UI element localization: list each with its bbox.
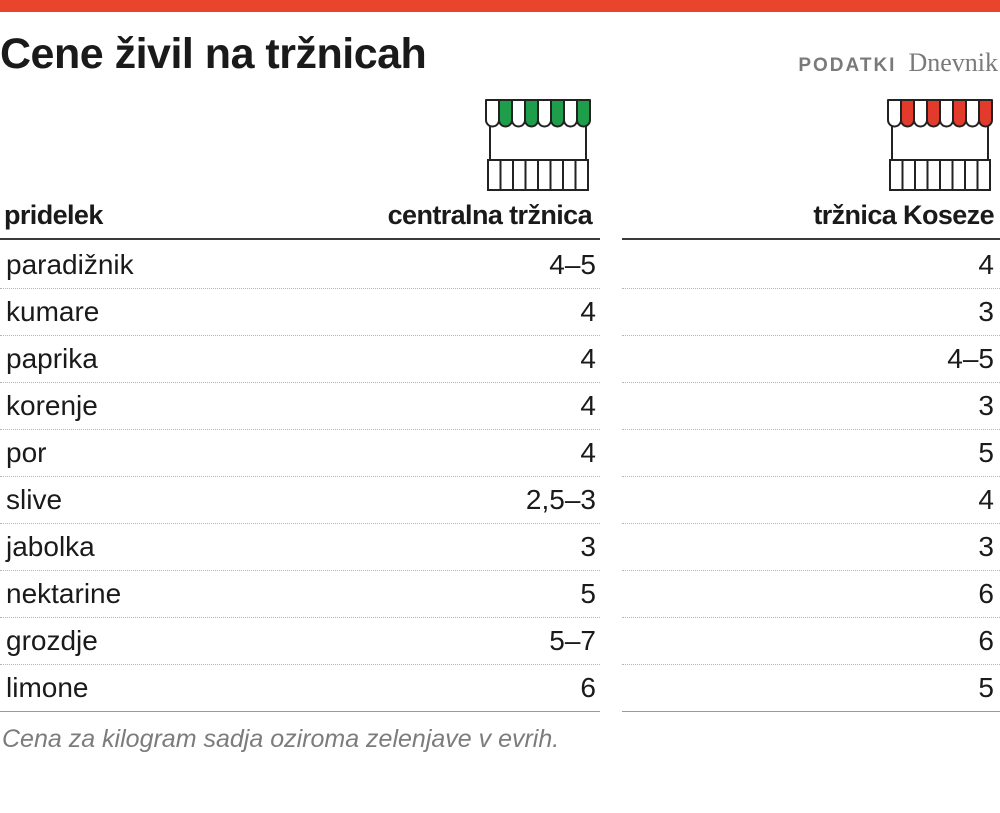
source-brand: Dnevnik xyxy=(908,48,998,77)
column-header-crop: pridelek xyxy=(4,200,103,230)
cell-crop: paradižnik xyxy=(6,249,134,280)
cell-price-koseze: 4 xyxy=(978,484,994,515)
table-row: kumare 4 3 xyxy=(0,289,1000,336)
cell-price-koseze: 4 xyxy=(978,249,994,280)
cell-price-central: 5 xyxy=(580,578,596,609)
row-divider xyxy=(0,382,600,383)
top-accent-bar xyxy=(0,0,1000,12)
cell-crop: grozdje xyxy=(6,625,98,656)
cell-crop: korenje xyxy=(6,390,98,421)
row-divider xyxy=(0,617,600,618)
table-row: slive 2,5–3 4 xyxy=(0,477,1000,524)
cell-price-koseze: 3 xyxy=(978,296,994,327)
table-row: jabolka 3 3 xyxy=(0,524,1000,571)
table-row: korenje 4 3 xyxy=(0,383,1000,430)
cell-crop: por xyxy=(6,437,47,468)
row-divider xyxy=(0,288,600,289)
cell-price-koseze: 6 xyxy=(978,578,994,609)
cell-crop: paprika xyxy=(6,343,98,374)
source-credit: PODATKI Dnevnik xyxy=(798,48,998,78)
table-row: por 4 5 xyxy=(0,430,1000,477)
cell-price-central: 4–5 xyxy=(549,249,596,280)
cell-price-koseze: 4–5 xyxy=(947,343,994,374)
cell-price-central: 4 xyxy=(580,343,596,374)
cell-crop: jabolka xyxy=(6,531,95,562)
cell-price-koseze: 3 xyxy=(978,390,994,421)
cell-crop: slive xyxy=(6,484,63,515)
row-divider xyxy=(0,570,600,571)
table-row: paradižnik 4–5 4 xyxy=(0,242,1000,289)
cell-price-koseze: 3 xyxy=(978,531,994,562)
row-divider xyxy=(622,617,1000,618)
cell-price-koseze: 5 xyxy=(978,672,994,703)
row-divider xyxy=(622,288,1000,289)
row-divider xyxy=(0,429,600,430)
cell-price-central: 5–7 xyxy=(549,625,596,656)
table-row: paprika 4 4–5 xyxy=(0,336,1000,383)
cell-price-central: 6 xyxy=(580,672,596,703)
cell-price-central: 4 xyxy=(580,437,596,468)
row-divider xyxy=(622,664,1000,665)
market-stall-red-icon xyxy=(887,99,993,191)
column-header-central: centralna tržnica xyxy=(387,200,593,230)
row-divider xyxy=(622,523,1000,524)
table-row: grozdje 5–7 6 xyxy=(0,618,1000,665)
cell-price-central: 4 xyxy=(580,390,596,421)
header-rule-right xyxy=(622,238,1000,240)
row-divider xyxy=(0,335,600,336)
cell-crop: nektarine xyxy=(6,578,122,609)
market-stall-green-icon xyxy=(485,99,591,191)
cell-crop: kumare xyxy=(6,296,100,327)
cell-price-koseze: 6 xyxy=(978,625,994,656)
row-divider xyxy=(0,476,600,477)
cell-price-central: 3 xyxy=(580,531,596,562)
row-divider xyxy=(622,382,1000,383)
row-divider xyxy=(622,711,1000,712)
table-row: limone 6 5 xyxy=(0,665,1000,712)
row-divider xyxy=(0,523,600,524)
row-divider xyxy=(622,476,1000,477)
cell-price-central: 4 xyxy=(580,296,596,327)
cell-price-central: 2,5–3 xyxy=(525,484,596,515)
table-row: nektarine 5 6 xyxy=(0,571,1000,618)
row-divider xyxy=(622,570,1000,571)
row-divider xyxy=(622,429,1000,430)
row-divider xyxy=(0,711,600,712)
row-divider xyxy=(622,335,1000,336)
header-rule-left xyxy=(0,238,600,240)
cell-crop: limone xyxy=(6,672,89,703)
row-divider xyxy=(0,664,600,665)
footnote: Cena za kilogram sadja oziroma zelenjave… xyxy=(2,725,560,753)
page-title: Cene živil na tržnicah xyxy=(0,30,427,78)
source-label: PODATKI xyxy=(798,55,897,76)
cell-price-koseze: 5 xyxy=(978,437,994,468)
price-table-body: paradižnik 4–5 4 kumare 4 3 paprika 4 4–5 korenje… xyxy=(0,242,1000,712)
column-header-koseze: tržnica Koseze xyxy=(813,200,994,230)
